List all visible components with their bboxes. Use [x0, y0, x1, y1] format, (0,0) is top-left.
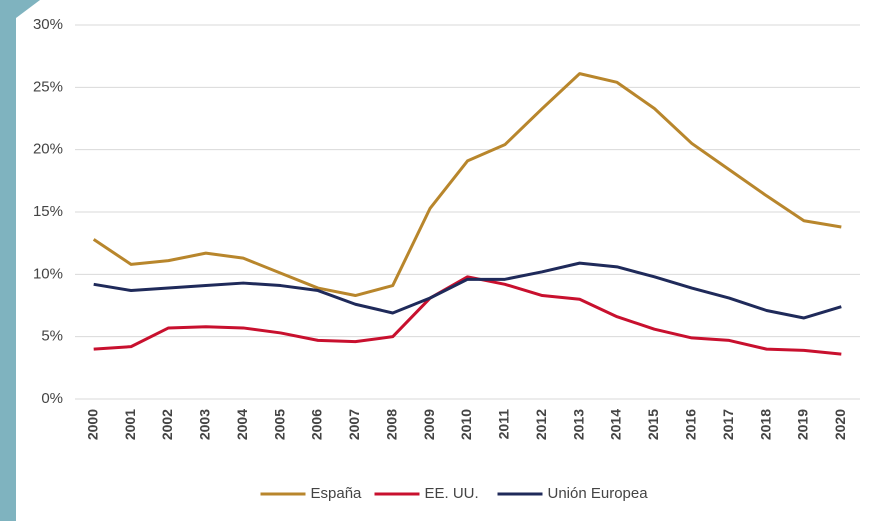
x-tick-label: 2007	[346, 409, 362, 440]
y-tick-label: 30%	[33, 16, 63, 33]
x-tick-label: 2009	[421, 409, 437, 440]
x-tick-label: 2000	[84, 409, 100, 440]
legend-label: Unión Europea	[548, 485, 649, 502]
y-tick-label: 5%	[41, 328, 63, 345]
x-tick-label: 2010	[458, 409, 474, 440]
y-tick-label: 15%	[33, 203, 63, 220]
x-tick-label: 2006	[309, 409, 325, 440]
x-tick-label: 2001	[122, 409, 138, 440]
x-tick-label: 2017	[720, 409, 736, 440]
x-tick-label: 2018	[757, 409, 773, 440]
x-tick-label: 2015	[645, 409, 661, 440]
legend-label: EE. UU.	[425, 485, 479, 502]
x-tick-label: 2016	[682, 409, 698, 440]
y-tick-label: 10%	[33, 265, 63, 282]
series-line	[93, 275, 842, 356]
legend-label: España	[311, 485, 363, 502]
x-tick-label: 2008	[383, 409, 399, 440]
x-tick-label: 2013	[570, 409, 586, 440]
x-tick-label: 2004	[234, 409, 250, 440]
x-tick-label: 2020	[832, 409, 848, 440]
x-tick-label: 2012	[533, 409, 549, 440]
y-tick-label: 0%	[41, 390, 63, 407]
series-line	[93, 261, 842, 320]
x-tick-label: 2019	[795, 409, 811, 440]
series-line	[92, 72, 842, 298]
y-tick-label: 25%	[33, 78, 63, 95]
x-tick-label: 2005	[271, 409, 287, 440]
x-tick-label: 2014	[608, 409, 624, 440]
x-tick-label: 2011	[496, 409, 512, 440]
y-tick-label: 20%	[33, 141, 63, 158]
x-tick-label: 2002	[159, 409, 175, 440]
side-band	[0, 0, 16, 521]
x-tick-label: 2003	[197, 409, 213, 440]
corner	[16, 0, 40, 18]
